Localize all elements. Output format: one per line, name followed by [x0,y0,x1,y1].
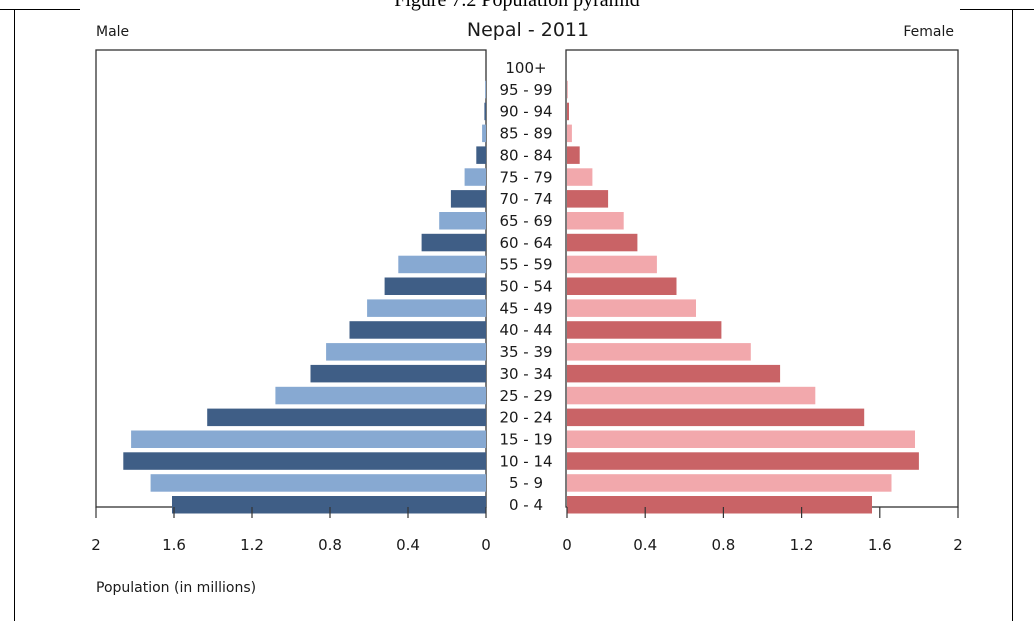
male-bar-95to99 [485,80,486,99]
female-bar-85to89 [567,124,572,143]
male-bar-80to84 [476,146,487,164]
female-bar-0to4 [567,496,872,514]
male-bar-50to54 [384,277,486,295]
male-bar-20to24 [207,408,486,427]
table-cell-border-left [14,9,15,621]
female-bar-35to39 [567,343,751,361]
document-caption: Figure 7.2 Population pyramid [394,0,640,11]
x-tick-label: 0 [481,536,491,554]
male-bar-35to39 [326,343,486,361]
female-bar-20to24 [567,408,865,427]
x-tick-label: 2 [91,536,101,554]
x-tick-label: 1.2 [790,536,814,554]
x-tick-label: 1.6 [162,536,186,554]
male-bar-15to19 [131,430,486,448]
age-group-label: 85 - 89 [499,125,552,143]
male-bar-25to29 [275,386,486,405]
male-bar-55to59 [398,255,487,274]
female-bar-40to44 [567,321,722,339]
female-bar-15to19 [567,430,915,448]
age-group-label: 45 - 49 [499,299,552,317]
x-tick-label: 1.2 [240,536,264,554]
age-group-label: 100+ [505,59,546,77]
age-group-labels: 100+ 95 - 99 90 - 94 85 - 89 80 - 84 75 - 79 7… [499,59,552,514]
age-group-label: 0 - 4 [509,496,543,514]
age-group-label: 80 - 84 [499,146,552,164]
male-bar-0to4 [172,496,486,514]
female-bar-90to94 [567,102,569,121]
age-group-label: 60 - 64 [499,234,552,252]
female-bar-65to69 [567,212,624,230]
age-group-label: 10 - 14 [499,452,552,470]
x-axis-label: Population (in millions) [96,580,256,596]
age-group-label: 55 - 59 [499,256,552,274]
age-group-label: 50 - 54 [499,278,552,296]
male-bar-90to94 [484,102,486,121]
male-bar-40to44 [349,321,486,339]
age-group-label: 35 - 39 [499,343,552,361]
right-panel-label: Female [903,24,954,40]
age-group-label: 65 - 69 [499,212,552,230]
female-bar-25to29 [567,386,816,405]
male-bar-10to14 [123,452,487,470]
x-tick-label: 0.8 [711,536,735,554]
x-tick-label: 0.4 [396,536,420,554]
female-bar-50to54 [567,277,677,295]
male-bar-70to74 [450,190,486,208]
x-tick-label: 0.4 [633,536,657,554]
female-bar-75to79 [567,168,593,186]
male-bar-5to9 [150,474,486,492]
female-bar-80to84 [567,146,580,164]
left-panel-label: Male [96,24,129,40]
female-bar-70to74 [567,190,609,208]
female-bar-10to14 [567,452,919,470]
female-bar-60to64 [567,233,638,252]
table-rule-right [960,9,1034,10]
female-bars [567,80,919,514]
table-rule-left [0,9,80,10]
age-group-label: 40 - 44 [499,321,552,339]
age-group-label: 95 - 99 [499,81,552,99]
x-tick-label: 0.8 [318,536,342,554]
table-cell-border-right [1012,9,1013,621]
age-group-label: 90 - 94 [499,103,552,121]
male-bar-85to89 [482,124,486,143]
female-bar-30to34 [567,364,781,383]
age-group-label: 30 - 34 [499,365,552,383]
age-group-label: 20 - 24 [499,409,552,427]
male-bars [123,80,487,514]
male-bar-60to64 [421,233,486,252]
age-group-label: 5 - 9 [509,474,543,492]
x-tick-label: 0 [562,536,572,554]
female-bar-5to9 [567,474,892,492]
female-bar-45to49 [567,299,696,317]
male-bar-30to34 [310,364,486,383]
female-bar-55to59 [567,255,657,274]
age-group-label: 70 - 74 [499,190,552,208]
x-tick-label: 2 [953,536,963,554]
male-bar-45to49 [367,299,487,317]
male-bar-65to69 [439,212,486,230]
age-group-label: 25 - 29 [499,387,552,405]
age-group-label: 75 - 79 [499,168,552,186]
male-bar-75to79 [464,168,486,186]
x-axis-ticks: 2 1.6 1.2 0.8 0.4 0 0 0.4 0.8 1.2 1.6 2 [91,507,963,554]
chart-title: Nepal - 2011 [467,19,589,41]
female-bar-95to99 [567,80,568,99]
x-tick-label: 1.6 [868,536,892,554]
age-group-label: 15 - 19 [499,431,552,449]
